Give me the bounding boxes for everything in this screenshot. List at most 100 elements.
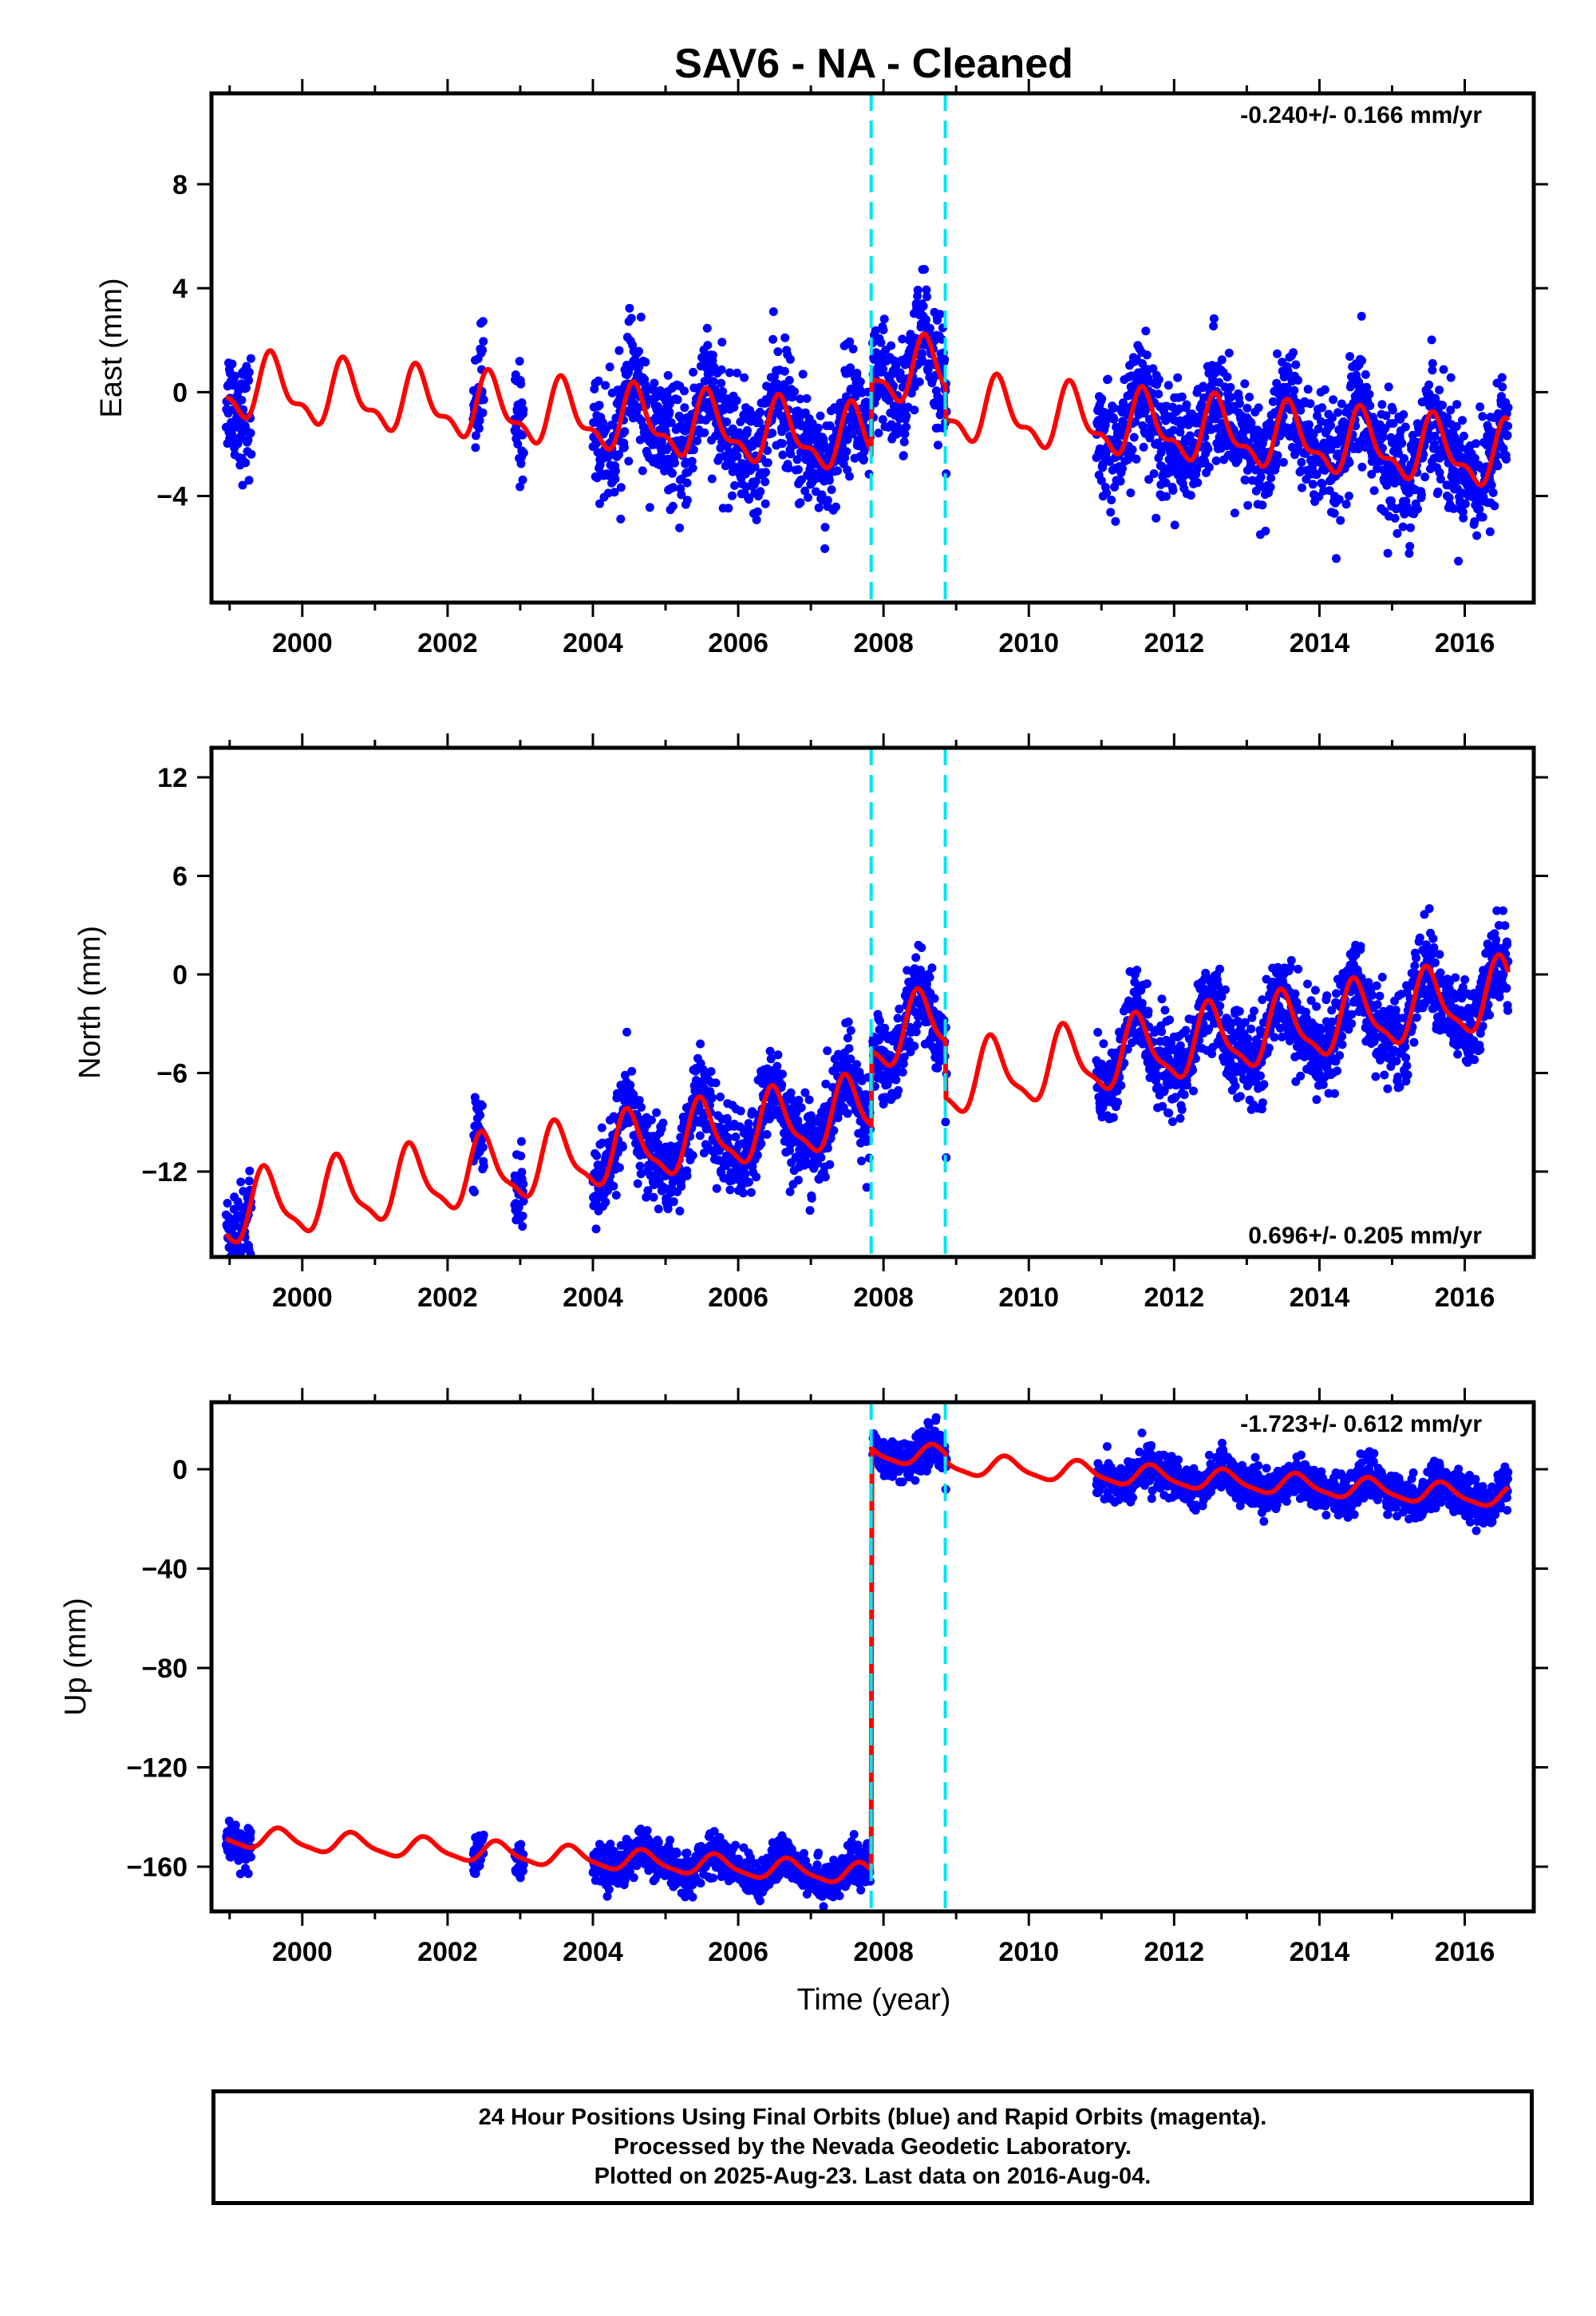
data-point bbox=[601, 381, 610, 389]
x-tick-label: 2000 bbox=[272, 628, 333, 658]
data-point bbox=[519, 1211, 527, 1220]
data-point bbox=[689, 464, 697, 472]
data-point bbox=[228, 360, 237, 369]
data-point bbox=[1225, 349, 1234, 358]
data-point bbox=[646, 503, 654, 512]
data-point bbox=[875, 429, 883, 437]
data-point bbox=[1357, 356, 1366, 365]
data-point bbox=[1168, 486, 1177, 495]
data-point bbox=[1235, 1007, 1244, 1016]
data-point bbox=[1210, 314, 1219, 323]
data-point bbox=[1205, 463, 1214, 472]
data-point bbox=[747, 1188, 756, 1197]
data-point bbox=[1152, 514, 1160, 523]
data-point bbox=[1178, 1105, 1187, 1114]
data-point bbox=[894, 1086, 903, 1095]
data-point bbox=[668, 469, 677, 478]
data-point bbox=[241, 458, 250, 467]
data-point bbox=[1111, 517, 1120, 526]
data-point bbox=[1109, 415, 1118, 424]
data-point bbox=[683, 479, 692, 488]
data-point bbox=[1345, 492, 1353, 500]
data-point bbox=[1099, 1039, 1108, 1048]
data-point bbox=[1493, 461, 1502, 470]
data-point bbox=[780, 334, 789, 342]
data-point bbox=[1498, 382, 1507, 391]
data-point bbox=[1416, 934, 1424, 943]
data-point bbox=[1347, 1019, 1356, 1028]
data-point bbox=[1144, 1007, 1152, 1016]
data-point bbox=[761, 468, 770, 476]
data-point bbox=[1097, 394, 1106, 403]
data-point bbox=[1336, 516, 1345, 525]
data-point bbox=[847, 1026, 855, 1035]
data-point bbox=[1503, 431, 1512, 440]
data-point bbox=[790, 387, 799, 396]
data-point bbox=[752, 1172, 760, 1181]
data-point bbox=[674, 395, 682, 404]
data-point bbox=[689, 1151, 697, 1160]
data-point bbox=[1168, 1117, 1177, 1126]
data-point bbox=[1162, 492, 1171, 501]
data-point bbox=[1294, 376, 1302, 385]
y-tick-label: −4 bbox=[156, 482, 188, 512]
data-point bbox=[1164, 381, 1173, 389]
data-point bbox=[246, 1265, 255, 1274]
data-point bbox=[1452, 400, 1461, 409]
data-point bbox=[641, 358, 650, 366]
data-point bbox=[231, 1270, 240, 1279]
data-point bbox=[707, 1067, 716, 1076]
data-point bbox=[803, 394, 812, 403]
data-point bbox=[797, 1103, 806, 1112]
data-point bbox=[1431, 958, 1440, 967]
data-point bbox=[1489, 488, 1498, 497]
data-point bbox=[1257, 472, 1266, 481]
data-point bbox=[1266, 483, 1275, 492]
data-point bbox=[1420, 472, 1429, 481]
data-point bbox=[670, 1197, 678, 1206]
x-tick-label: 2014 bbox=[1290, 628, 1350, 658]
data-point bbox=[1274, 451, 1282, 460]
data-point bbox=[1345, 352, 1354, 361]
data-point bbox=[480, 1162, 488, 1171]
data-point bbox=[1242, 404, 1251, 413]
data-point bbox=[1478, 412, 1487, 421]
data-point bbox=[1223, 373, 1232, 381]
data-point bbox=[716, 1093, 725, 1101]
data-point bbox=[1182, 401, 1191, 409]
data-point bbox=[712, 1078, 721, 1087]
data-point bbox=[1337, 1032, 1346, 1041]
data-point bbox=[637, 1103, 646, 1112]
data-point bbox=[624, 456, 633, 465]
data-point bbox=[1203, 445, 1212, 453]
data-point bbox=[636, 1162, 645, 1171]
data-point bbox=[739, 1188, 748, 1197]
data-point bbox=[598, 1124, 606, 1132]
data-point bbox=[1182, 1026, 1191, 1035]
data-point bbox=[756, 408, 764, 417]
data-point bbox=[1371, 1073, 1380, 1081]
data-point bbox=[1104, 375, 1112, 384]
data-point bbox=[894, 1014, 903, 1022]
data-point bbox=[517, 1137, 526, 1146]
data-point bbox=[753, 516, 761, 524]
data-point bbox=[915, 377, 924, 386]
data-point bbox=[1296, 1072, 1305, 1081]
data-point bbox=[1150, 469, 1159, 478]
data-point bbox=[1298, 484, 1306, 492]
data-point bbox=[778, 1069, 787, 1078]
data-point bbox=[1461, 500, 1470, 508]
data-point bbox=[658, 1119, 667, 1128]
data-point bbox=[1322, 991, 1331, 1000]
data-point bbox=[784, 464, 793, 472]
data-point bbox=[777, 1081, 786, 1089]
data-point bbox=[1256, 1072, 1265, 1081]
data-point bbox=[638, 466, 647, 475]
data-point bbox=[650, 379, 658, 388]
data-point bbox=[675, 524, 684, 532]
data-point bbox=[764, 458, 772, 467]
data-point bbox=[1180, 1090, 1189, 1099]
y-tick-label: 8 bbox=[172, 170, 188, 200]
data-point bbox=[693, 437, 701, 445]
data-point bbox=[1126, 488, 1135, 497]
